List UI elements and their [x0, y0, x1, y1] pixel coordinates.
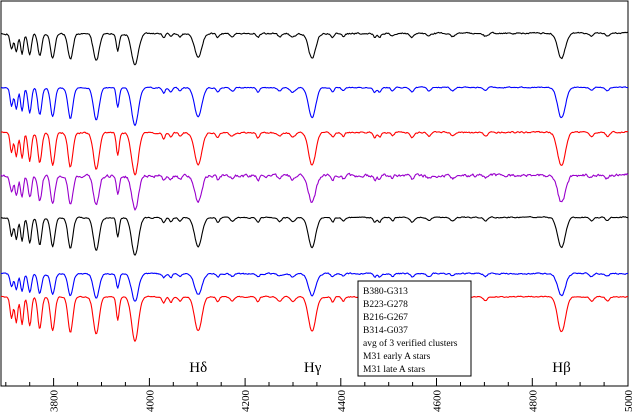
- plot-frame: [0, 0, 629, 387]
- legend-entry: B314-G037: [363, 326, 408, 336]
- legend-entry: B216-G267: [363, 313, 408, 323]
- x-tick-label: 4600: [432, 390, 444, 413]
- legend: B380-G313 B223-G278 B216-G267 B314-G037 …: [357, 280, 472, 377]
- legend-entry: M31 late A stars: [363, 365, 425, 375]
- spectrum-series-1: [0, 31, 629, 66]
- spectrum-series-6: [0, 272, 629, 302]
- legend-entry: avg of 3 verified clusters: [363, 338, 458, 349]
- line-annotation-2: Hγ: [304, 360, 322, 376]
- legend-box: [357, 280, 472, 377]
- line-annotation-1: Hδ: [189, 360, 207, 376]
- spectrum-series-4: [0, 172, 629, 211]
- x-axis: 3800 4000 4200 4400 4600 4800 5000: [5, 378, 632, 413]
- x-tick-label: 4800: [527, 390, 539, 413]
- x-tick-label: 4000: [144, 390, 156, 413]
- spectrum-series-5: [0, 216, 629, 256]
- spectrum-series-2: [0, 86, 629, 127]
- x-tick-label: 4400: [336, 390, 348, 413]
- x-tick-label: 5000: [623, 390, 632, 413]
- spectrum-series-7: [0, 295, 629, 342]
- x-tick-label: 3800: [49, 390, 61, 413]
- legend-entry: B223-G278: [363, 300, 408, 310]
- legend-entry: B380-G313: [363, 287, 408, 297]
- line-annotation-3: Hβ: [552, 360, 570, 376]
- x-tick-label: 4200: [240, 390, 252, 413]
- series-layer: [0, 31, 629, 342]
- legend-entry: M31 early A stars: [363, 352, 431, 362]
- annotation-layer: Hδ Hγ Hβ: [189, 360, 570, 376]
- spectrum-series-3: [0, 130, 629, 176]
